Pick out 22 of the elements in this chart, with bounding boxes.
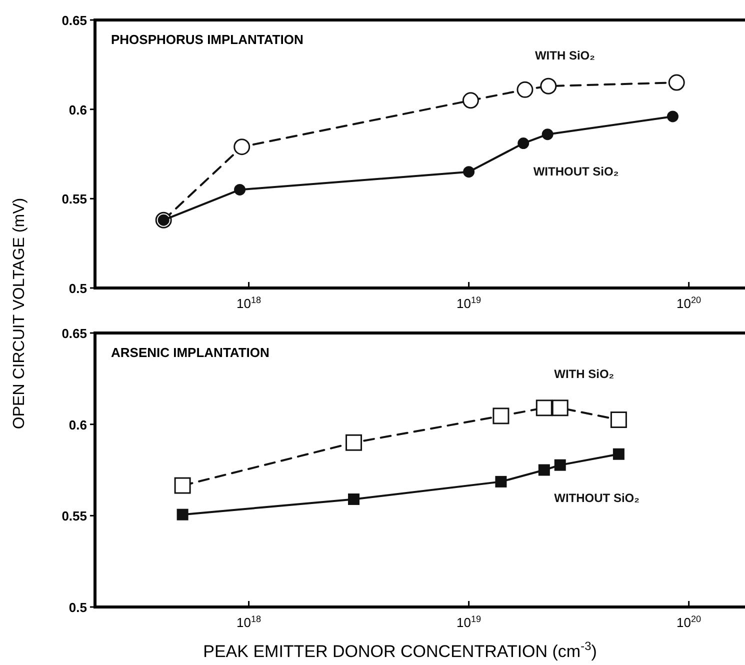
annotation: ARSENIC IMPLANTATION [111, 345, 270, 360]
y-tick-label: 0.65 [62, 326, 87, 341]
y-tick-label: 0.5 [68, 600, 87, 615]
x-axis-title: PEAK EMITTER DONOR CONCENTRATION (cm$^{-3}$) [203, 639, 597, 661]
y-tick-label: 0.65 [62, 13, 87, 28]
x-tick-label: 10$^{18}$ [236, 295, 262, 311]
y-tick-label: 0.55 [62, 508, 87, 524]
series-label: WITH SiO₂ [534, 48, 595, 63]
x-tick-label: 10$^{19}$ [456, 295, 482, 311]
series-label: WITHOUT SiO₂ [533, 164, 619, 178]
y-tick-label: 0.6 [68, 102, 87, 118]
y-tick-label: 0.5 [68, 281, 87, 296]
x-tick-label: 10$^{18}$ [236, 614, 262, 630]
x-tick-label: 10$^{20}$ [676, 295, 702, 311]
series-label: WITH SiO₂ [554, 366, 614, 381]
x-tick-label: 10$^{20}$ [676, 614, 702, 630]
series-label: WITHOUT SiO₂ [554, 491, 640, 505]
x-tick-label: 10$^{19}$ [456, 614, 482, 630]
y-tick-label: 0.6 [68, 417, 87, 432]
y-axis-title: OPEN CIRCUIT VOLTAGE (mV) [11, 198, 28, 430]
y-tick-label: 0.55 [62, 192, 87, 207]
annotation: PHOSPHORUS IMPLANTATION [111, 32, 304, 47]
